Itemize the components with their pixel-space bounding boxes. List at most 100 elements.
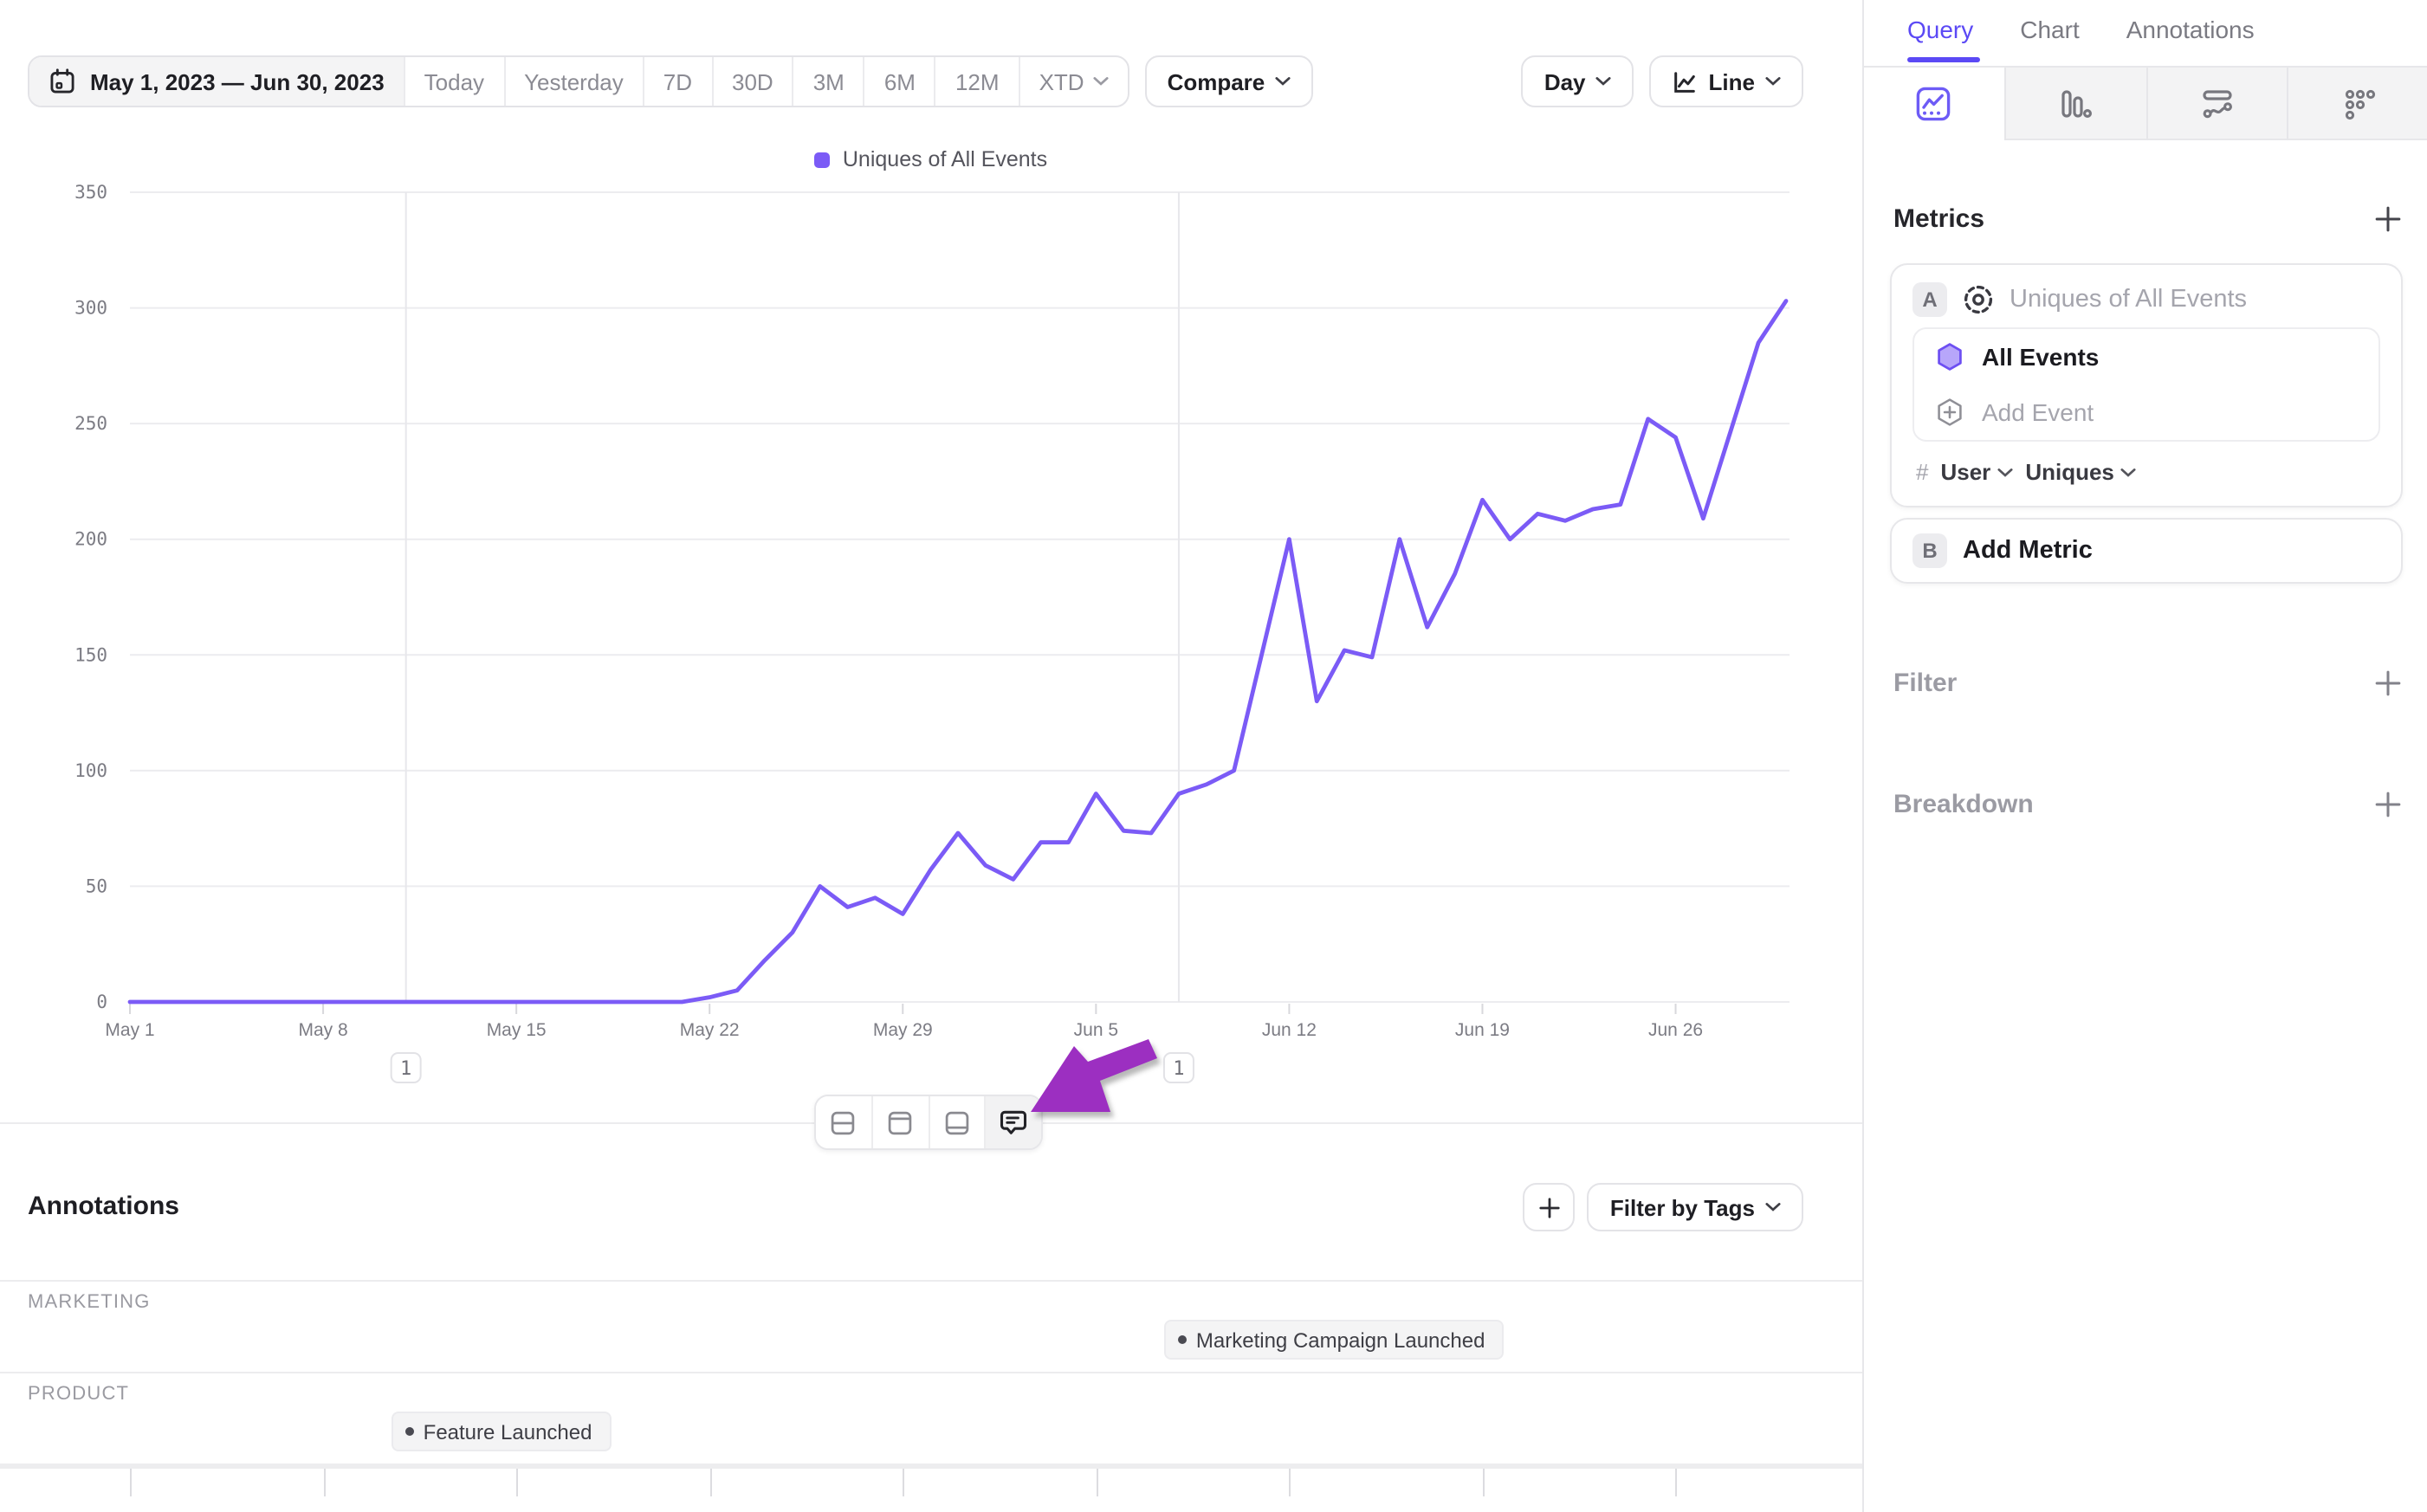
plus-icon — [1538, 1196, 1561, 1218]
svg-text:May 1: May 1 — [105, 1020, 154, 1040]
add-event-hexagon-icon — [1935, 397, 1964, 428]
annotation-pill-marketing[interactable]: Marketing Campaign Launched — [1164, 1320, 1505, 1360]
annotation-group-marketing: MARKETING — [28, 1292, 151, 1313]
bar-chart-icon — [2058, 86, 2093, 120]
timeline-tick — [516, 1469, 519, 1496]
preset-yesterday[interactable]: Yesterday — [503, 57, 643, 106]
preset-xtd-label: XTD — [1039, 68, 1084, 94]
metric-slot-badge: B — [1912, 533, 1947, 568]
chart-type-grid-tab[interactable] — [2288, 68, 2427, 140]
svg-text:100: 100 — [74, 760, 107, 781]
add-event-row[interactable]: Add Event — [1914, 384, 2378, 440]
query-sidebar: Query Chart Annotations — [1862, 0, 2427, 1512]
line-chart-icon — [1673, 68, 1699, 94]
preset-xtd-dropdown[interactable]: XTD — [1018, 57, 1128, 106]
comments-button[interactable] — [984, 1096, 1041, 1148]
timeline-tick — [1675, 1469, 1678, 1496]
chevron-down-icon — [2121, 467, 2137, 477]
timeline-tick — [130, 1469, 132, 1496]
add-breakdown-button[interactable] — [2375, 791, 2401, 817]
chevron-down-icon — [1595, 76, 1612, 87]
date-range-label: May 1, 2023 — Jun 30, 2023 — [90, 68, 385, 94]
panel-top-icon — [885, 1108, 915, 1137]
timeline-tick — [709, 1469, 712, 1496]
sidebar-divider — [1864, 66, 2427, 68]
svg-text:200: 200 — [74, 529, 107, 550]
preset-7d[interactable]: 7D — [642, 57, 711, 106]
annotations-divider — [0, 1280, 1862, 1282]
annotation-pill-label: Marketing Campaign Launched — [1195, 1328, 1485, 1352]
tab-query[interactable]: Query — [1907, 16, 1974, 43]
add-annotation-button[interactable] — [1523, 1183, 1576, 1231]
svg-text:50: 50 — [86, 876, 107, 896]
annotations-divider — [0, 1372, 1862, 1373]
chart-type-tabs — [1864, 68, 2427, 140]
timeline-tick — [1096, 1469, 1098, 1496]
tab-chart[interactable]: Chart — [2020, 16, 2080, 43]
annotation-dot-icon — [1178, 1335, 1188, 1344]
sidebar-tabs: Query Chart Annotations — [1907, 16, 2255, 43]
add-filter-button[interactable] — [2375, 669, 2401, 695]
filter-by-tags-button[interactable]: Filter by Tags — [1587, 1183, 1803, 1231]
measure-row: # User Uniques — [1892, 442, 2401, 506]
svg-text:250: 250 — [74, 413, 107, 434]
timeline-tick — [1482, 1469, 1485, 1496]
breakdown-section: Breakdown — [1893, 781, 2401, 826]
date-range-group: May 1, 2023 — Jun 30, 2023 Today Yesterd… — [28, 55, 1129, 107]
split-rows-icon — [829, 1108, 858, 1137]
comment-icon — [998, 1107, 1029, 1138]
preset-30d[interactable]: 30D — [711, 57, 793, 106]
split-rows-layout-button[interactable] — [816, 1096, 871, 1148]
svg-text:Jun 26: Jun 26 — [1648, 1020, 1703, 1040]
calendar-icon — [49, 68, 76, 95]
measured-by-icon — [1961, 282, 1996, 317]
metric-card-a[interactable]: A Uniques of All Events All Events — [1890, 263, 2403, 507]
preset-3m[interactable]: 3M — [792, 57, 864, 106]
svg-text:1: 1 — [400, 1058, 411, 1080]
measure-type-dropdown[interactable]: Uniques — [2025, 459, 2137, 485]
date-range-button[interactable]: May 1, 2023 — Jun 30, 2023 — [29, 57, 404, 106]
preset-6m[interactable]: 6M — [863, 57, 935, 106]
line-chart-icon — [1917, 87, 1951, 121]
breakdown-title: Breakdown — [1893, 789, 2034, 818]
chart-controls: Day Line — [1521, 55, 1803, 107]
annotation-pill-product[interactable]: Feature Launched — [392, 1412, 612, 1451]
measure-entity-dropdown[interactable]: User — [1940, 459, 2013, 485]
tab-annotations[interactable]: Annotations — [2126, 16, 2255, 43]
date-toolbar: May 1, 2023 — Jun 30, 2023 Today Yesterd… — [28, 55, 1314, 107]
svg-text:May 22: May 22 — [680, 1020, 740, 1040]
line-chart[interactable]: 0 50 100 150 200 250 300 350 May 1 May 8 May 15 May… — [0, 0, 1862, 1108]
chart-type-bar-tab[interactable] — [2005, 68, 2147, 140]
flow-chart-icon — [2200, 86, 2235, 120]
add-metric-plus-button[interactable] — [2375, 206, 2401, 232]
svg-text:May 15: May 15 — [487, 1020, 547, 1040]
compare-button[interactable]: Compare — [1144, 55, 1314, 107]
svg-text:150: 150 — [74, 644, 107, 665]
metric-card-b[interactable]: B Add Metric — [1890, 518, 2403, 584]
svg-text:May 29: May 29 — [873, 1020, 933, 1040]
chart-legend[interactable]: Uniques of All Events — [0, 147, 1862, 171]
annotations-timeline — [0, 1464, 1862, 1469]
chevron-down-icon — [1275, 76, 1291, 87]
annotation-group-product: PRODUCT — [28, 1384, 130, 1405]
preset-today[interactable]: Today — [403, 57, 503, 106]
panel-bottom-layout-button[interactable] — [928, 1096, 985, 1148]
metric-name: Uniques of All Events — [2010, 286, 2248, 313]
chart-type-flow-tab[interactable] — [2147, 68, 2289, 140]
legend-swatch — [814, 152, 831, 167]
annotation-pill-label: Feature Launched — [423, 1419, 592, 1444]
preset-12m[interactable]: 12M — [934, 57, 1019, 106]
chart-type-line-tab[interactable] — [1864, 68, 2006, 140]
panel-top-layout-button[interactable] — [870, 1096, 928, 1148]
chart-type-label: Line — [1708, 68, 1755, 94]
event-row-all-events[interactable]: All Events — [1914, 329, 2378, 384]
compare-label: Compare — [1167, 68, 1265, 94]
chart-type-button[interactable]: Line — [1649, 55, 1803, 107]
metric-header-row: A Uniques of All Events — [1892, 265, 2401, 327]
panel-bottom-icon — [942, 1108, 972, 1137]
granularity-button[interactable]: Day — [1521, 55, 1634, 107]
chevron-down-icon — [1765, 1202, 1781, 1212]
svg-text:Jun 5: Jun 5 — [1074, 1020, 1118, 1040]
measure-type-label: Uniques — [2025, 459, 2114, 485]
